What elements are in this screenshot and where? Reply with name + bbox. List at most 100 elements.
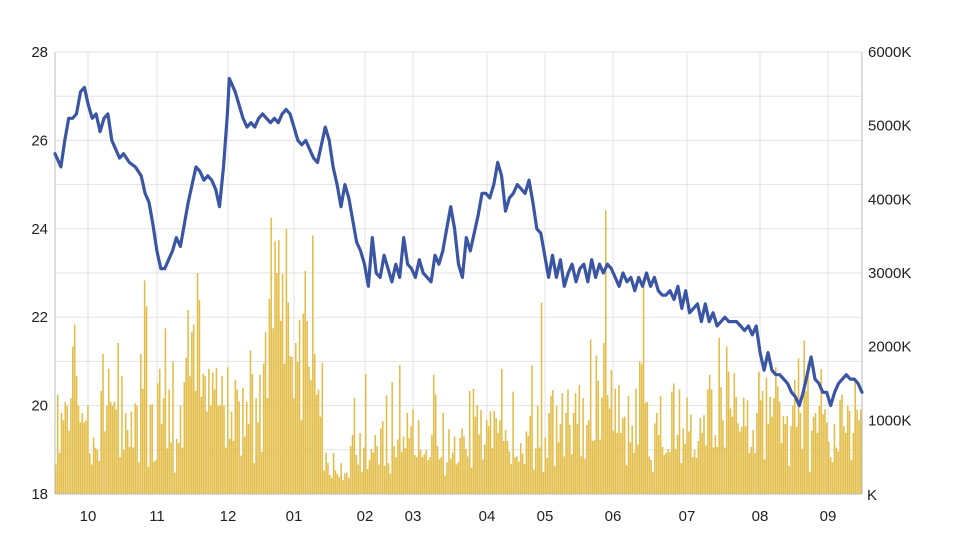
volume-bar bbox=[408, 438, 411, 494]
volume-bar bbox=[397, 439, 399, 494]
volume-bar bbox=[618, 385, 620, 494]
volume-bar bbox=[822, 414, 824, 494]
volume-bar bbox=[807, 363, 809, 494]
volume-bar bbox=[264, 331, 267, 494]
volume-bar bbox=[593, 440, 596, 494]
volume-bar bbox=[153, 461, 155, 494]
volume-bar bbox=[812, 416, 815, 494]
volume-bar bbox=[525, 431, 528, 494]
volume-bar bbox=[368, 460, 371, 494]
volume-bar bbox=[338, 477, 341, 494]
volume-bar bbox=[480, 410, 482, 494]
right-tick-label: 1000K bbox=[868, 412, 911, 429]
volume-bar bbox=[143, 280, 146, 494]
volume-bar bbox=[555, 405, 558, 494]
volume-bar bbox=[89, 453, 91, 494]
volume-bar bbox=[198, 300, 201, 494]
volume-bar bbox=[323, 470, 325, 494]
volume-bar bbox=[820, 368, 823, 494]
volume-bar bbox=[255, 398, 257, 494]
volume-bar bbox=[283, 363, 286, 494]
volume-bar bbox=[659, 396, 662, 494]
volume-bar bbox=[652, 471, 654, 494]
volume-bar bbox=[115, 409, 118, 494]
volume-bar bbox=[463, 436, 465, 494]
volume-bar bbox=[629, 442, 632, 494]
volume-bar bbox=[170, 442, 172, 494]
volume-bar bbox=[552, 390, 554, 494]
volume-bar bbox=[465, 449, 467, 494]
volume-bar bbox=[627, 396, 630, 494]
volume-bar bbox=[468, 390, 471, 494]
volume-bar bbox=[860, 409, 862, 494]
volume-bar bbox=[484, 444, 486, 494]
volume-bar bbox=[518, 461, 520, 494]
volume-bar bbox=[710, 389, 713, 494]
volume-bar bbox=[236, 389, 239, 494]
axes bbox=[54, 52, 863, 495]
volume-bar bbox=[293, 398, 295, 494]
volume-bar bbox=[181, 447, 184, 494]
volume-bar bbox=[298, 320, 301, 494]
x-tick-label: 01 bbox=[286, 508, 303, 525]
volume-bar bbox=[453, 436, 456, 494]
volume-bar bbox=[533, 469, 535, 494]
volume-bar bbox=[570, 454, 573, 494]
volume-bar bbox=[686, 397, 688, 494]
volume-bar bbox=[510, 463, 513, 494]
volume-bar bbox=[436, 446, 439, 494]
volume-bar bbox=[191, 331, 193, 494]
volume-bar bbox=[300, 420, 303, 494]
volume-bar bbox=[814, 413, 817, 494]
volume-bar bbox=[846, 405, 849, 494]
volume-bar bbox=[157, 383, 159, 494]
volume-bar bbox=[538, 447, 541, 494]
volume-bar bbox=[128, 446, 131, 494]
volume-bar bbox=[642, 284, 645, 494]
volume-bar bbox=[208, 368, 210, 494]
volume-bar bbox=[448, 429, 450, 494]
volume-bar bbox=[795, 427, 798, 494]
volume-bar bbox=[729, 408, 732, 494]
volume-bar bbox=[837, 451, 840, 494]
volume-bar bbox=[308, 366, 310, 494]
volume-bar bbox=[347, 477, 350, 494]
volume-series bbox=[55, 210, 862, 495]
x-tick-label: 04 bbox=[479, 508, 496, 525]
x-axis: 10 11 12 01 02 03 04 05 06 07 08 09 bbox=[80, 508, 837, 525]
volume-bar bbox=[631, 425, 634, 494]
left-axis: 18 20 22 24 26 28 bbox=[31, 44, 48, 503]
volume-bar bbox=[780, 443, 783, 494]
x-tick-label: 08 bbox=[752, 508, 769, 525]
volume-bar bbox=[179, 405, 182, 494]
volume-bar bbox=[844, 432, 847, 494]
volume-bar bbox=[676, 435, 679, 494]
volume-bar bbox=[638, 361, 641, 494]
volume-bar bbox=[612, 430, 615, 494]
volume-bar bbox=[501, 368, 503, 494]
volume-bar bbox=[211, 372, 214, 494]
volume-bar bbox=[296, 362, 299, 494]
volume-bar bbox=[223, 405, 225, 494]
volume-bar bbox=[478, 434, 480, 494]
volume-bar bbox=[389, 473, 392, 494]
volume-bar bbox=[102, 354, 104, 494]
volume-bar bbox=[793, 379, 796, 494]
volume-bar bbox=[699, 418, 702, 494]
volume-bar bbox=[597, 380, 599, 494]
volume-bar bbox=[217, 406, 220, 494]
volume-bar bbox=[610, 370, 613, 494]
volume-bar bbox=[266, 398, 269, 494]
volume-bar bbox=[138, 462, 140, 494]
volume-bar bbox=[427, 460, 429, 494]
volume-bar bbox=[155, 460, 157, 494]
volume-bar bbox=[809, 471, 811, 494]
volume-bar bbox=[187, 309, 189, 494]
volume-bar bbox=[317, 389, 320, 494]
volume-bar bbox=[285, 228, 288, 495]
right-tick-label: 3000K bbox=[868, 265, 911, 282]
volume-bar bbox=[725, 346, 728, 494]
volume-bar bbox=[412, 409, 414, 494]
volume-bar bbox=[654, 423, 656, 494]
volume-bar bbox=[782, 415, 785, 494]
